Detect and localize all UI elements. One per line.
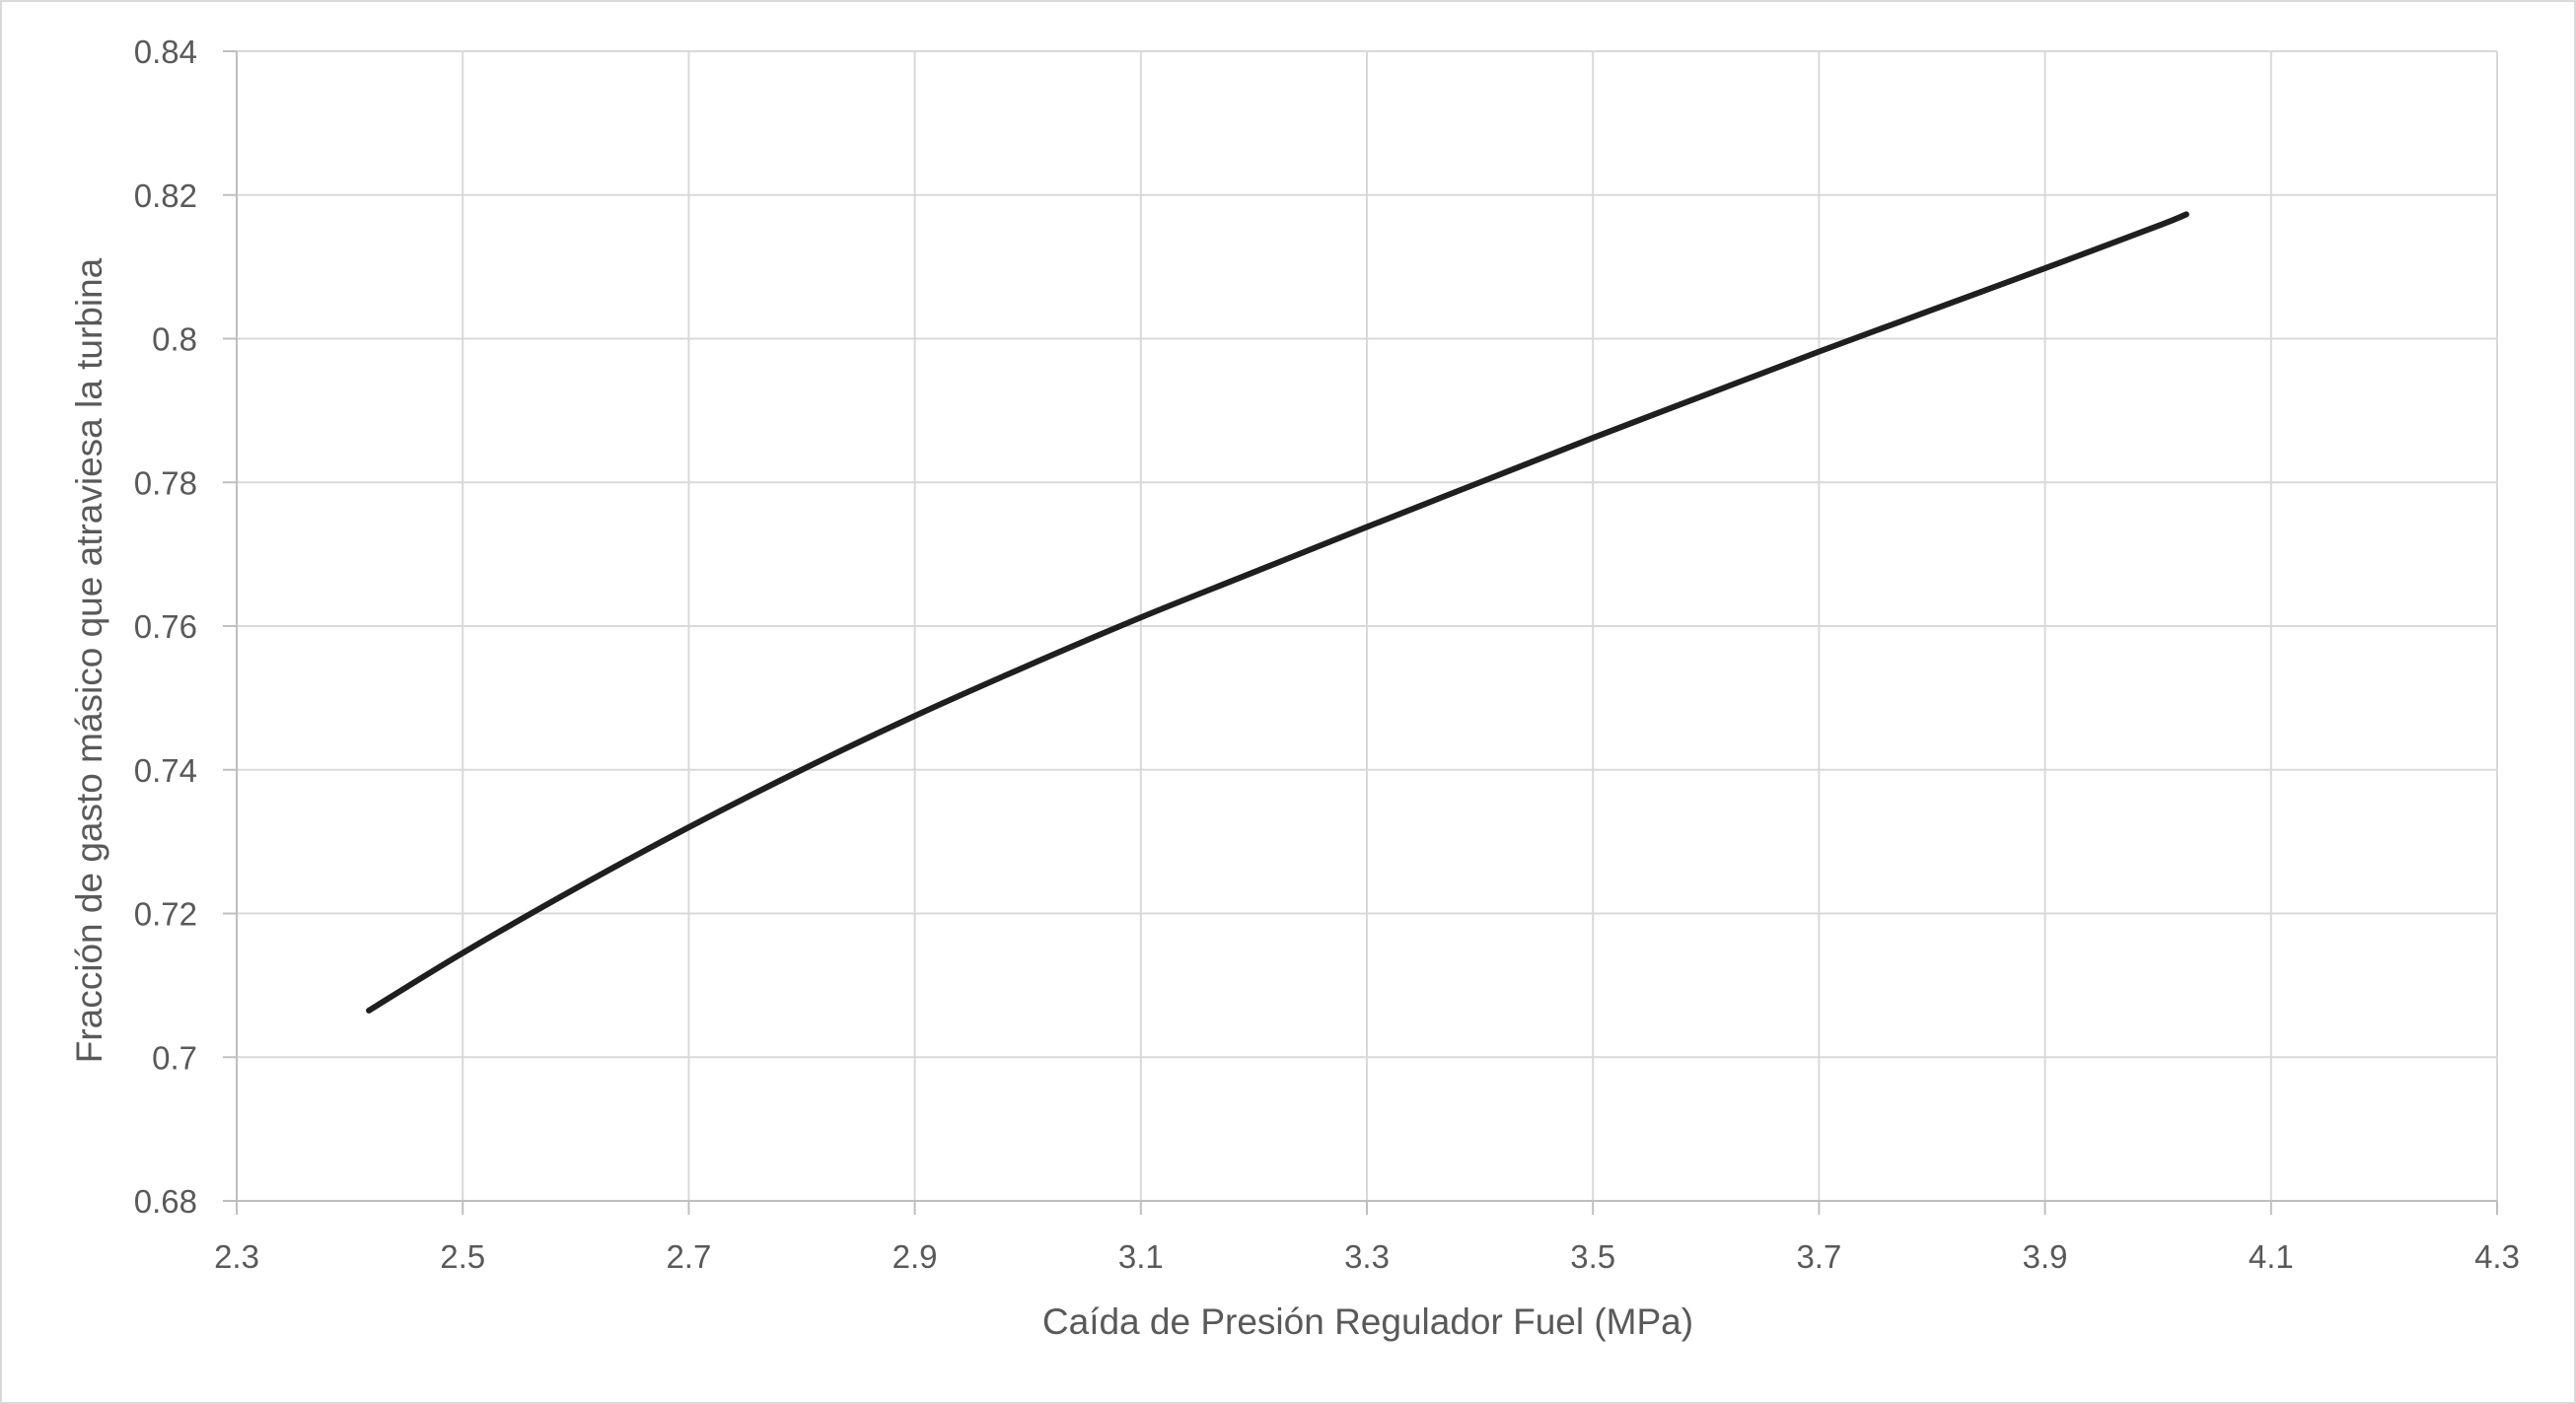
y-tick-label: 0.78: [134, 464, 197, 501]
grid-lines: [237, 50, 2498, 1201]
y-tick-label: 0.82: [134, 177, 197, 214]
x-tick-label: 2.9: [893, 1238, 938, 1275]
x-tick-label: 3.9: [2023, 1238, 2068, 1275]
x-tick-label: 3.7: [1796, 1238, 1841, 1275]
x-tick-label: 4.3: [2474, 1238, 2520, 1275]
series-layer: [366, 211, 2189, 1014]
x-tick-label: 3.1: [1118, 1238, 1164, 1275]
y-axis-title: Fracción de gasto másico que atraviesa l…: [69, 257, 109, 1063]
y-tick-labels: 0.68 0.7 0.72 0.74 0.76 0.78 0.8 0.82 0.84: [134, 34, 197, 1220]
x-tick-label: 2.7: [666, 1238, 711, 1275]
y-tick-label: 0.72: [134, 896, 197, 933]
y-tick-label: 0.84: [134, 34, 197, 70]
y-tick-label: 0.74: [134, 752, 197, 789]
x-tick-labels: 2.3 2.5 2.7 2.9 3.1 3.3 3.5 3.7 3.9 4.1 4.3: [214, 1238, 2520, 1275]
y-tick-label: 0.68: [134, 1183, 197, 1220]
x-tick-label: 4.1: [2249, 1238, 2294, 1275]
y-tick-label: 0.8: [152, 321, 197, 358]
x-tick-label: 3.3: [1344, 1238, 1390, 1275]
x-tick-label: 3.5: [1570, 1238, 1615, 1275]
x-axis-title: Caída de Presión Regulador Fuel (MPa): [1042, 1301, 1693, 1342]
y-tick-label: 0.76: [134, 608, 197, 645]
x-tick-label: 2.3: [214, 1238, 259, 1275]
y-tick-label: 0.7: [152, 1039, 197, 1076]
x-tick-label: 2.5: [440, 1238, 485, 1275]
series-line-0: [366, 211, 2189, 1014]
axis-lines: [223, 50, 2498, 1215]
